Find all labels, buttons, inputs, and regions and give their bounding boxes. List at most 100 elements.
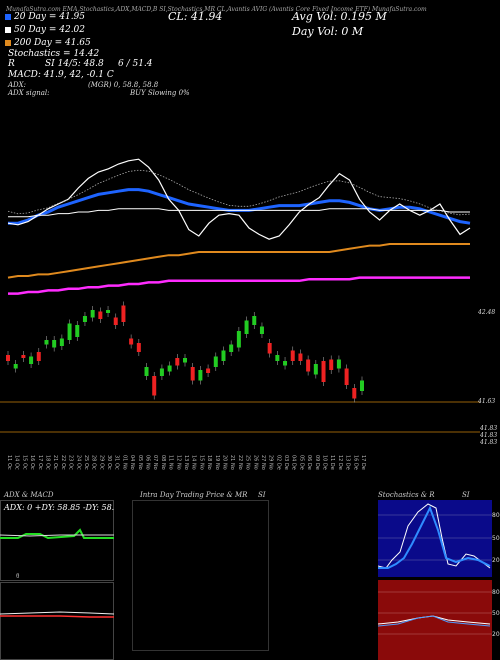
candle-body bbox=[13, 364, 18, 369]
candle-body bbox=[267, 343, 272, 354]
x-tick-label: 19 Nov bbox=[214, 455, 220, 470]
header-top-line: MunafaSutra.com EMA,Stochastics,ADX,MACD… bbox=[6, 6, 427, 13]
stoch-panel-title: Stochastics & R bbox=[378, 491, 435, 499]
rsi-frame bbox=[378, 580, 492, 660]
x-tick-label: 21 Nov bbox=[229, 455, 235, 470]
x-tick-label: 11 Oct bbox=[6, 455, 12, 470]
rsi-blue-line bbox=[378, 615, 491, 627]
series-line-bb bbox=[8, 276, 470, 295]
x-tick-label: 30 Oct bbox=[106, 455, 112, 470]
x-tick-label: 18 Oct bbox=[44, 455, 50, 470]
x-tick-label: 22 Nov bbox=[237, 455, 243, 470]
x-tick-label: 13 Dec bbox=[345, 455, 351, 470]
x-tick-label: 03 Dec bbox=[283, 455, 289, 470]
si-prefix: R bbox=[8, 59, 15, 69]
si-line2: 6 / 51.4 bbox=[118, 59, 153, 69]
x-tick-label: 01 Nov bbox=[121, 455, 127, 470]
stoch-blue-line bbox=[378, 505, 491, 569]
candle-body bbox=[329, 359, 334, 370]
candle-body bbox=[52, 340, 57, 348]
x-tick-label: 15 Oct bbox=[21, 455, 27, 470]
x-tick-label: 07 Nov bbox=[152, 455, 158, 470]
adx-line-label: ADX: bbox=[8, 81, 27, 89]
candle-body bbox=[252, 316, 257, 325]
right-value: 41.63 bbox=[478, 398, 496, 405]
candle-body bbox=[259, 326, 264, 334]
candle-body bbox=[36, 352, 41, 361]
stoch-white-line bbox=[378, 503, 491, 569]
ema50-text: 50 Day = 42.02 bbox=[14, 25, 86, 35]
x-tick-label: 17 Dec bbox=[360, 455, 366, 470]
stoch-si-label: SI bbox=[462, 491, 470, 499]
candle-body bbox=[283, 361, 288, 366]
x-tick-label: 06 Nov bbox=[145, 455, 151, 470]
x-tick-label: 08 Nov bbox=[160, 455, 166, 470]
si-line: SI 14/5: 48.8 bbox=[45, 59, 104, 69]
candle-body bbox=[129, 338, 134, 345]
avg-vol-label: Avg Vol: 0.195 M bbox=[292, 10, 387, 23]
x-tick-label: 26 Nov bbox=[252, 455, 258, 470]
x-tick-label: 12 Dec bbox=[337, 455, 343, 470]
candle-body bbox=[21, 355, 26, 358]
x-tick-label: 21 Oct bbox=[52, 455, 58, 470]
x-tick-label: 31 Oct bbox=[114, 455, 120, 470]
candle-body bbox=[144, 367, 149, 376]
intraday-si-label: SI bbox=[258, 491, 266, 499]
candle-body bbox=[360, 380, 364, 391]
x-tick-label: 06 Dec bbox=[306, 455, 312, 470]
main-price-chart: 11 Oct 14 Oct 15 Oct 16 Oct 17 Oct 18 Oct 21 O… bbox=[0, 158, 480, 470]
candle-body bbox=[90, 310, 95, 318]
candle-body bbox=[313, 364, 318, 375]
candle-body bbox=[213, 356, 218, 367]
x-tick-label: 22 Oct bbox=[60, 455, 66, 470]
candle-body bbox=[75, 325, 80, 337]
series-line-dotted bbox=[7, 169, 471, 216]
candle-body bbox=[321, 361, 326, 382]
adx-white-line bbox=[0, 534, 114, 537]
x-tick-label: 16 Dec bbox=[352, 455, 358, 470]
candle-body bbox=[244, 320, 249, 334]
x-tick-label: 04 Dec bbox=[291, 455, 297, 470]
candle-body bbox=[221, 350, 226, 361]
candle-body bbox=[67, 323, 72, 340]
ema200-legend: 200 Day = 41.65 bbox=[5, 38, 91, 48]
rsi-tick-50: 50 bbox=[492, 610, 500, 617]
adx-panel-title: ADX & MACD bbox=[4, 491, 54, 499]
adx-macd-panel: ADX: 0 +DY: 58.85 -DY: 58.85 ᦲ bbox=[0, 500, 114, 660]
x-tick-label: 27 Nov bbox=[260, 455, 266, 470]
x-tick-label: 18 Nov bbox=[206, 455, 212, 470]
x-tick-label: 05 Dec bbox=[298, 455, 304, 470]
price-low-1: 41.83 bbox=[480, 425, 498, 432]
x-tick-label: 11 Dec bbox=[329, 455, 335, 470]
candle-body bbox=[206, 368, 211, 373]
stoch-tick-50: 50 bbox=[492, 535, 500, 542]
x-tick-label: 02 Dec bbox=[275, 455, 281, 470]
ema20-swatch bbox=[5, 13, 11, 20]
macd-red-line bbox=[0, 615, 114, 618]
candle-body bbox=[121, 305, 126, 322]
candle-body bbox=[236, 331, 241, 348]
stoch-tick-20: 20 bbox=[492, 557, 500, 564]
candle-body bbox=[59, 338, 64, 346]
x-tick-label: 14 Oct bbox=[14, 455, 20, 470]
ema20-legend: 20 Day = 41.95 bbox=[5, 12, 85, 22]
series-line-price bbox=[7, 158, 471, 240]
x-tick-label: 13 Nov bbox=[183, 455, 189, 470]
candle-body bbox=[29, 356, 34, 364]
x-tick-label: 29 Nov bbox=[268, 455, 274, 470]
macd-white-line bbox=[0, 611, 114, 615]
stoch-label: Stochastics = 14.42 bbox=[8, 49, 100, 59]
x-tick-label: 12 Nov bbox=[175, 455, 181, 470]
candle-body bbox=[6, 355, 10, 361]
rsi-tick-80: 80 bbox=[492, 589, 500, 596]
macd-line: MACD: 41.9, 42, -0.1 C bbox=[8, 70, 114, 80]
candle-body bbox=[136, 343, 141, 352]
x-tick-label: 15 Nov bbox=[198, 455, 204, 470]
x-tick-label: 04 Nov bbox=[129, 455, 135, 470]
stoch-tick-80: 80 bbox=[492, 512, 500, 519]
candle-body bbox=[82, 316, 87, 322]
x-tick-label: 05 Nov bbox=[137, 455, 143, 470]
x-tick-label: 14 Nov bbox=[191, 455, 197, 470]
candle-body bbox=[98, 311, 103, 319]
rsi-tick-20: 20 bbox=[492, 631, 500, 638]
